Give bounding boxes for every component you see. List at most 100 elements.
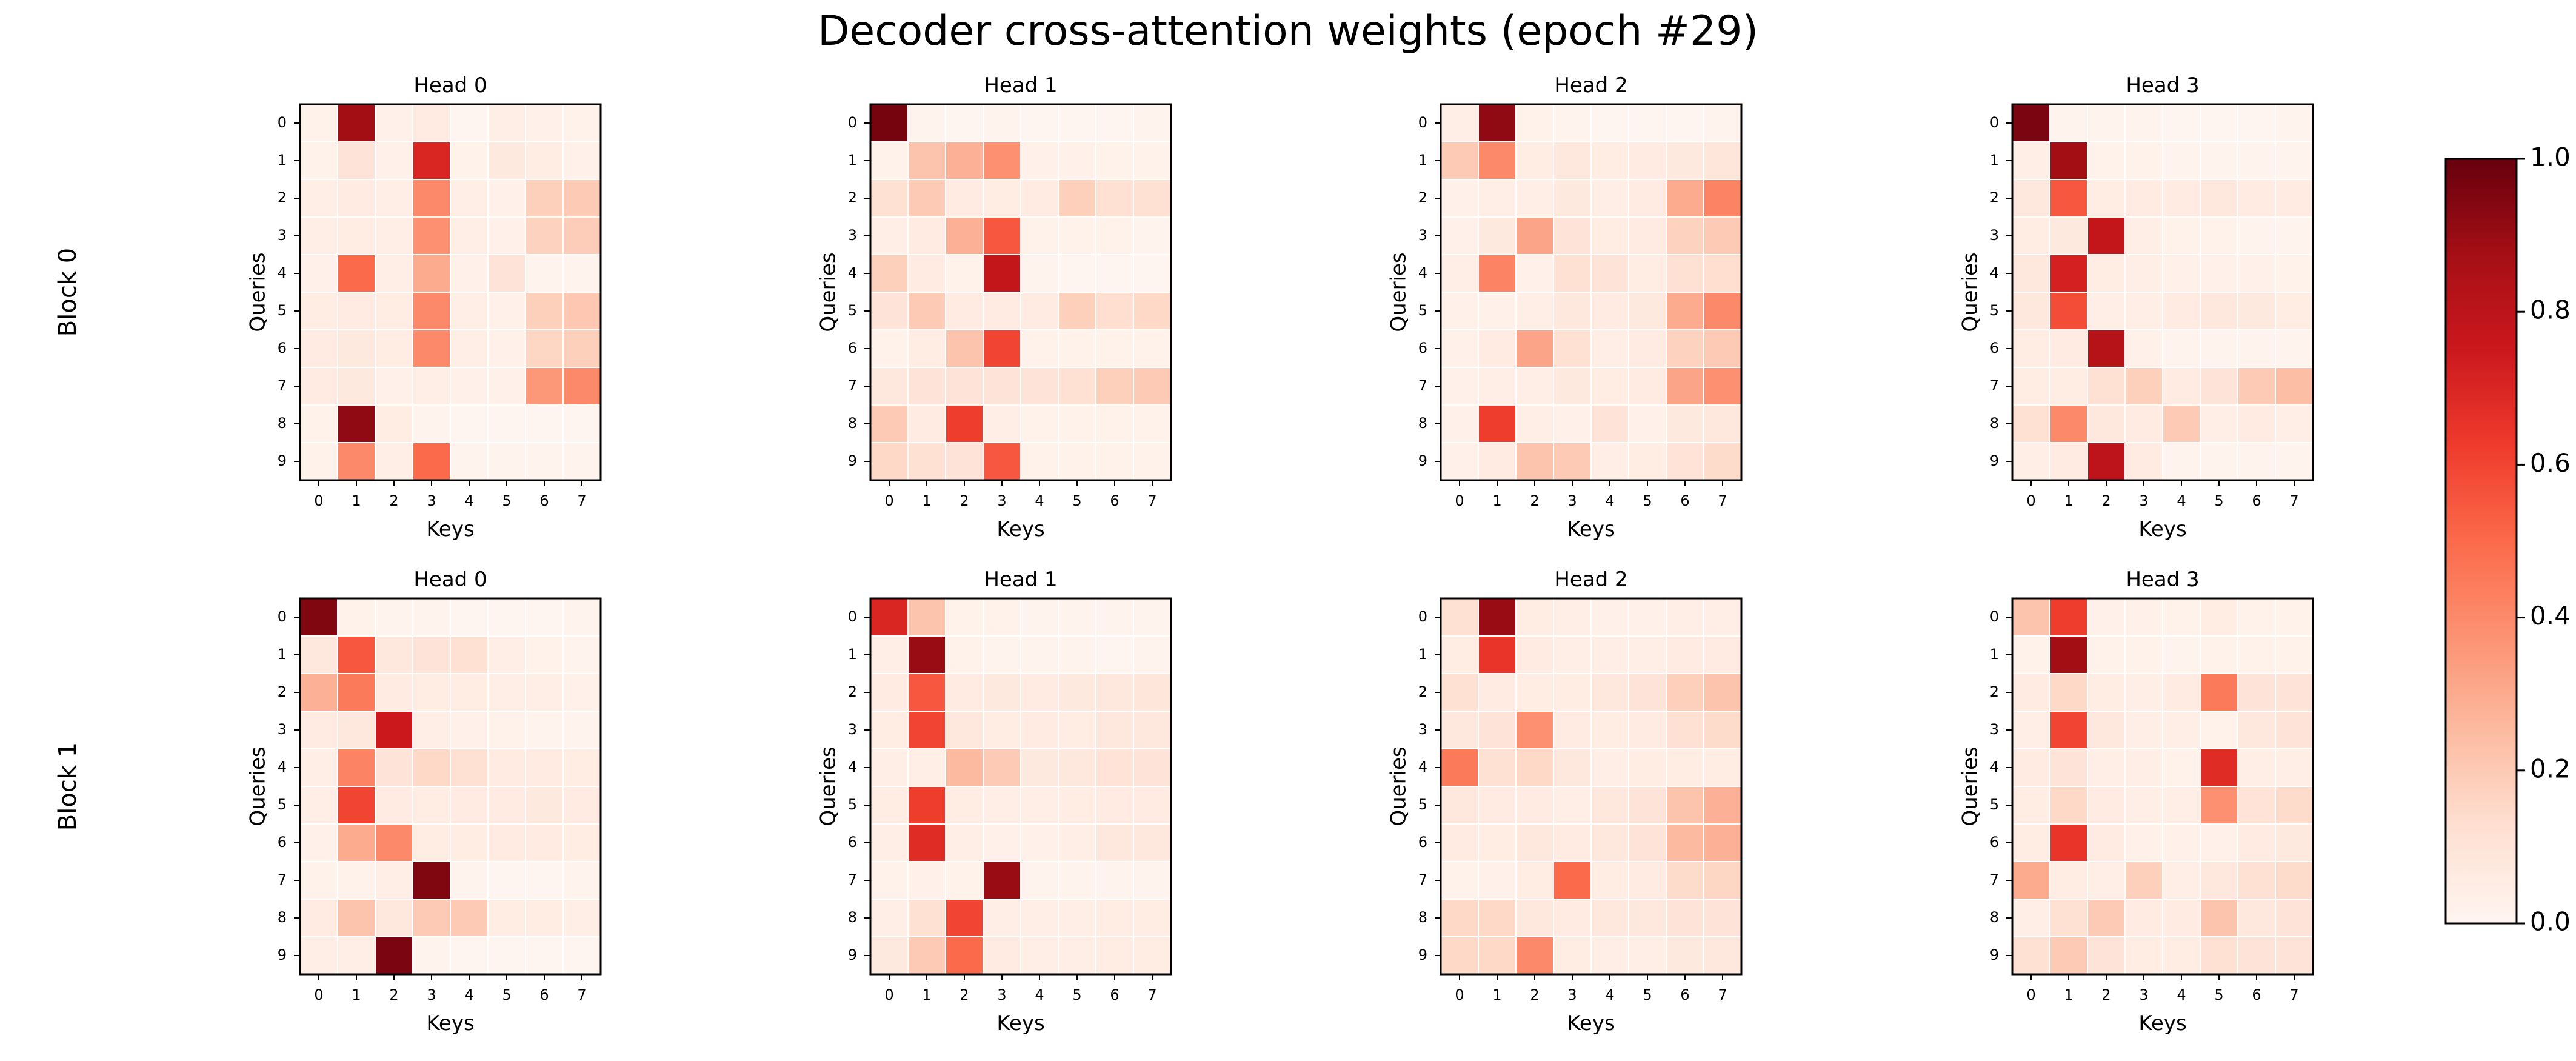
heatmap-cell-b1-h2-q4-k7 — [1703, 748, 1742, 787]
y-tick-label-b1-h2-5: 5 — [1418, 796, 1427, 813]
heatmap-cell-b1-h0-q3-k6 — [525, 711, 564, 749]
heatmap-cell-b0-h2-q7-k4 — [1590, 367, 1629, 406]
heatmap-cell-b1-h2-q0-k2 — [1515, 598, 1554, 637]
heatmap-cell-b0-h3-q6-k1 — [2049, 329, 2088, 368]
heatmap-cell-b1-h3-q7-k3 — [2124, 861, 2163, 900]
heatmap-cell-b0-h3-q8-k0 — [2012, 404, 2050, 443]
heatmap-cell-b1-h1-q2-k0 — [870, 673, 909, 712]
y-tick-label-b0-h1-9: 9 — [848, 452, 857, 469]
heatmap-cell-b1-h3-q7-k0 — [2012, 861, 2050, 900]
heatmap-cell-b0-h3-q8-k5 — [2200, 404, 2238, 443]
heatmap-cell-b1-h1-q4-k6 — [1095, 748, 1134, 787]
y-axis-label-b1-h2: Queries — [1387, 746, 1411, 826]
heatmap-cell-b0-h0-q1-k2 — [375, 141, 413, 180]
heatmap-cell-b0-h0-q3-k6 — [525, 216, 564, 255]
heatmap-cell-b0-h1-q5-k5 — [1058, 292, 1096, 330]
heatmap-cell-b0-h3-q3-k2 — [2087, 216, 2126, 255]
y-tick-label-b0-h0-1: 1 — [278, 152, 287, 169]
heatmap-cell-b1-h2-q5-k1 — [1478, 786, 1517, 825]
x-tick-label-b1-h3-3: 3 — [2139, 986, 2148, 1003]
heatmap-cell-b0-h3-q6-k6 — [2237, 329, 2276, 368]
heatmap-cell-b0-h1-q0-k7 — [1133, 104, 1172, 142]
heatmap-cell-b1-h3-q5-k0 — [2012, 786, 2050, 825]
heatmap-cell-b1-h1-q5-k0 — [870, 786, 909, 825]
heatmap-cell-b1-h2-q3-k1 — [1478, 711, 1517, 749]
heatmap-cell-b1-h3-q5-k5 — [2200, 786, 2238, 825]
heatmap-cell-b1-h3-q1-k4 — [2162, 635, 2201, 674]
heatmap-cell-b0-h2-q1-k2 — [1515, 141, 1554, 180]
x-tick-label-b0-h3-4: 4 — [2177, 492, 2186, 509]
x-tick-label-b0-h0-1: 1 — [352, 492, 361, 509]
y-axis-label-b1-h3: Queries — [1958, 746, 1983, 826]
heatmap-cell-b0-h0-q3-k4 — [450, 216, 489, 255]
heatmap-cell-b0-h0-q7-k3 — [412, 367, 451, 406]
heatmap-cell-b1-h0-q1-k4 — [450, 635, 489, 674]
heatmap-cell-b1-h2-q4-k0 — [1440, 748, 1479, 787]
heatmap-cell-b1-h1-q3-k3 — [983, 711, 1021, 749]
heatmap-cell-b0-h1-q0-k2 — [945, 104, 984, 142]
heatmap-cell-b1-h1-q1-k4 — [1020, 635, 1059, 674]
x-tick-label-b0-h2-0: 0 — [1455, 492, 1464, 509]
heatmap-cell-b1-h1-q9-k3 — [983, 936, 1021, 975]
heatmap-cell-b0-h2-q5-k2 — [1515, 292, 1554, 330]
heatmap-cell-b1-h3-q7-k5 — [2200, 861, 2238, 900]
y-tick-label-b0-h3-5: 5 — [1990, 302, 1999, 319]
heatmap-cell-b0-h1-q6-k7 — [1133, 329, 1172, 368]
heatmap-cell-b0-h0-q2-k6 — [525, 179, 564, 218]
heatmap-cell-b1-h3-q6-k0 — [2012, 823, 2050, 862]
heatmap-cell-b1-h0-q7-k4 — [450, 861, 489, 900]
heatmap-cell-b1-h0-q0-k2 — [375, 598, 413, 637]
heatmap-cell-b1-h0-q6-k7 — [562, 823, 601, 862]
heatmap-cell-b1-h2-q0-k6 — [1666, 598, 1704, 637]
heatmap-cell-b0-h3-q8-k6 — [2237, 404, 2276, 443]
heatmap-cell-b0-h1-q0-k5 — [1058, 104, 1096, 142]
heatmap-cell-b1-h3-q7-k4 — [2162, 861, 2201, 900]
heatmap-cell-b0-h3-q5-k5 — [2200, 292, 2238, 330]
heatmap-cell-b1-h2-q7-k1 — [1478, 861, 1517, 900]
y-tick-label-b0-h3-3: 3 — [1990, 227, 1999, 244]
heatmap-cell-b0-h0-q5-k4 — [450, 292, 489, 330]
heatmap-cell-b1-h3-q0-k2 — [2087, 598, 2126, 637]
heatmap-cell-b0-h0-q5-k5 — [487, 292, 526, 330]
heatmap-cell-b1-h0-q4-k7 — [562, 748, 601, 787]
heatmap-cell-b0-h0-q5-k1 — [337, 292, 376, 330]
heatmap-cell-b0-h3-q1-k5 — [2200, 141, 2238, 180]
heatmap-cell-b1-h3-q2-k3 — [2124, 673, 2163, 712]
heatmap-cell-b1-h0-q0-k1 — [337, 598, 376, 637]
heatmap-cell-b1-h3-q3-k3 — [2124, 711, 2163, 749]
heatmap-cell-b0-h2-q2-k1 — [1478, 179, 1517, 218]
heatmap-cell-b1-h1-q0-k0 — [870, 598, 909, 637]
heatmap-cell-b0-h0-q3-k7 — [562, 216, 601, 255]
x-tick-label-b0-h1-7: 7 — [1147, 492, 1156, 509]
heatmap-cell-b1-h2-q1-k5 — [1628, 635, 1667, 674]
heatmap-cell-b0-h1-q6-k3 — [983, 329, 1021, 368]
heatmap-cell-b1-h2-q9-k7 — [1703, 936, 1742, 975]
x-tick-label-b1-h0-7: 7 — [577, 986, 586, 1003]
y-tick-label-b1-h3-3: 3 — [1990, 721, 1999, 738]
heatmap-cell-b1-h2-q1-k0 — [1440, 635, 1479, 674]
heatmap-cell-b1-h0-q1-k5 — [487, 635, 526, 674]
y-tick-label-b0-h2-5: 5 — [1418, 302, 1427, 319]
heatmap-cell-b1-h1-q2-k2 — [945, 673, 984, 712]
heatmap-cell-b0-h1-q5-k0 — [870, 292, 909, 330]
heatmap-cell-b1-h3-q6-k1 — [2049, 823, 2088, 862]
heatmap-cell-b1-h0-q6-k3 — [412, 823, 451, 862]
heatmap-cell-b1-h2-q5-k6 — [1666, 786, 1704, 825]
heatmap-cell-b1-h3-q5-k6 — [2237, 786, 2276, 825]
heatmap-cell-b0-h0-q9-k6 — [525, 442, 564, 481]
heatmap-cell-b0-h0-q4-k5 — [487, 254, 526, 293]
x-tick-label-b0-h2-4: 4 — [1605, 492, 1614, 509]
heatmap-cell-b0-h2-q4-k5 — [1628, 254, 1667, 293]
heatmap-cell-b0-h0-q9-k5 — [487, 442, 526, 481]
heatmap-cell-b0-h3-q2-k5 — [2200, 179, 2238, 218]
heatmap-cell-b1-h0-q4-k2 — [375, 748, 413, 787]
heatmap-cell-b1-h0-q3-k0 — [299, 711, 338, 749]
heatmap-cell-b0-h2-q9-k3 — [1553, 442, 1592, 481]
y-tick-label-b1-h2-7: 7 — [1418, 871, 1427, 888]
heatmap-cell-b1-h2-q3-k6 — [1666, 711, 1704, 749]
heatmap-cell-b0-h0-q6-k3 — [412, 329, 451, 368]
heatmap-cell-b0-h2-q9-k6 — [1666, 442, 1704, 481]
heatmap-cell-b0-h2-q4-k1 — [1478, 254, 1517, 293]
heatmap-cell-b1-h3-q8-k4 — [2162, 899, 2201, 937]
colorbar-tick-label-1: 0.2 — [2530, 754, 2571, 783]
